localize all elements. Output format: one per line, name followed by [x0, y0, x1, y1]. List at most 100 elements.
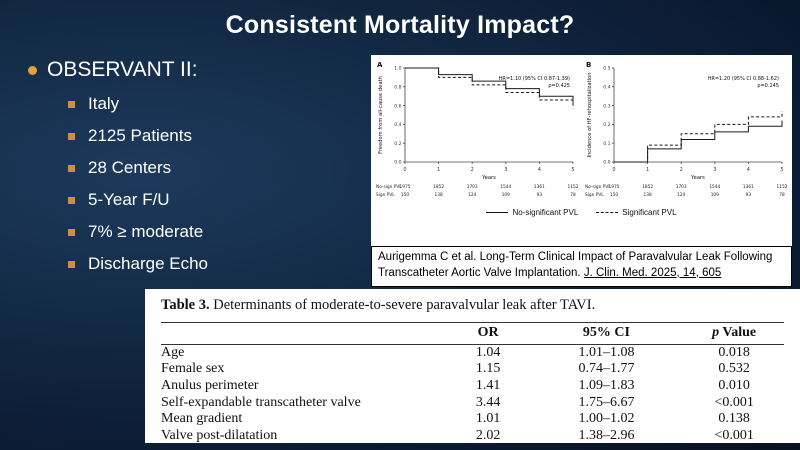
svg-text:109: 109	[502, 192, 510, 198]
table-cell: 1.75–6.67	[578, 394, 635, 410]
sub-bullet-label: Discharge Echo	[88, 254, 209, 273]
table-row: Self-expandable transcatheter valve 3.44 1…	[161, 395, 784, 412]
table-title-text: Determinants of moderate-to-severe parav…	[209, 297, 596, 313]
square-bullet-icon	[68, 132, 75, 140]
svg-text:Incidence of HF-rehospitalizat: Incidence of HF-rehospitalization	[587, 72, 593, 157]
solid-line-icon	[486, 212, 509, 213]
svg-text:1152: 1152	[568, 184, 579, 190]
svg-text:93: 93	[746, 192, 752, 198]
svg-text:Freedom from all-cause death: Freedom from all-cause death	[378, 76, 384, 154]
table-cell: Female sex	[161, 361, 225, 377]
citation: Aurigemma C et al. Long-Term Clinical Im…	[371, 246, 792, 287]
svg-text:1975: 1975	[609, 184, 620, 190]
sub-bullet-item: 2125 Patients	[68, 126, 358, 146]
table-cell: 2.02	[447, 428, 529, 443]
legend-item: Significant PVL	[596, 208, 677, 217]
table-row: Mean gradient 1.01 1.00–1.02 0.138	[161, 411, 784, 428]
table-cell: Anulus perimeter	[161, 378, 259, 394]
svg-text:0.5: 0.5	[603, 66, 610, 72]
svg-text:0.6: 0.6	[394, 103, 401, 109]
sub-bullet-label: 2125 Patients	[88, 126, 192, 145]
svg-text:138: 138	[643, 192, 651, 198]
svg-text:1.0: 1.0	[394, 66, 401, 72]
svg-text:2: 2	[471, 167, 474, 173]
svg-text:138: 138	[434, 192, 442, 198]
legend-label: Significant PVL	[622, 208, 677, 217]
table-title: Table 3. Determinants of moderate-to-sev…	[161, 297, 784, 314]
svg-text:0.4: 0.4	[394, 122, 401, 128]
svg-text:0.2: 0.2	[603, 122, 610, 128]
table-cell: 0.138	[718, 411, 750, 427]
svg-text:1703: 1703	[467, 184, 478, 190]
km-figure: A Freedom from all-cause death 0.0 0.2 0.4 0.…	[371, 55, 792, 246]
legend-item: No-significant PVL	[486, 208, 578, 217]
table-cell: 1.01	[475, 411, 501, 427]
svg-text:0.3: 0.3	[603, 103, 610, 109]
svg-text:B: B	[586, 61, 591, 69]
table-row: Anulus perimeter 1.41 1.09–1.83 0.010	[161, 378, 784, 395]
svg-text:HR=1.20 (95% CI 0.88-1.62): HR=1.20 (95% CI 0.88-1.62)	[708, 76, 779, 82]
svg-text:93: 93	[537, 192, 543, 198]
table-cell: 1.01–1.08	[578, 344, 635, 360]
svg-text:1361: 1361	[534, 184, 545, 190]
col-ci: 95% CI	[528, 322, 685, 345]
km-panels: A Freedom from all-cause death 0.0 0.2 0.4 0.…	[375, 58, 788, 206]
svg-text:1152: 1152	[777, 184, 788, 190]
square-bullet-icon	[68, 196, 75, 204]
svg-text:0.8: 0.8	[394, 85, 401, 91]
svg-text:0.0: 0.0	[394, 160, 401, 166]
svg-text:Years: Years	[690, 175, 705, 181]
svg-text:124: 124	[677, 192, 685, 198]
sub-bullet-item: 28 Centers	[68, 158, 358, 178]
table-cell: 3.44	[475, 394, 501, 410]
square-bullet-icon	[68, 100, 75, 108]
km-plot-B: B Incidence of HF-rehospitalization 0.0 0.1…	[585, 61, 788, 198]
col-empty	[161, 322, 448, 345]
svg-text:5: 5	[780, 167, 783, 173]
svg-text:0.1: 0.1	[603, 141, 610, 147]
svg-text:3: 3	[713, 167, 716, 173]
table-cell: 0.018	[718, 344, 750, 360]
svg-text:Sign PVL: Sign PVL	[585, 192, 604, 198]
svg-text:0: 0	[612, 167, 615, 173]
sub-bullet-list: Italy 2125 Patients 28 Centers 5-Year F/U 7%…	[68, 94, 358, 274]
bullet-list: OBSERVANT II: Italy 2125 Patients 28 Cente…	[28, 58, 358, 286]
table3-panel: Table 3. Determinants of moderate-to-sev…	[145, 289, 800, 443]
citation-text: Aurigemma C et al. Long-Term Clinical Im…	[378, 251, 773, 279]
table-cell: 1.15	[475, 361, 501, 377]
svg-text:4: 4	[538, 167, 541, 173]
sub-bullet-item: 7% ≥ moderate	[68, 222, 358, 242]
svg-text:1852: 1852	[642, 184, 653, 190]
page-title: Consistent Mortality Impact?	[225, 11, 575, 39]
table-row: Age 1.04 1.01–1.08 0.018	[161, 344, 784, 361]
square-bullet-icon	[68, 228, 75, 236]
table-cell: <0.001	[684, 428, 784, 443]
svg-text:Sign PVL: Sign PVL	[376, 192, 395, 198]
square-bullet-icon	[68, 164, 75, 172]
citation-journal: J. Clin. Med. 2025, 14, 605	[583, 266, 722, 279]
svg-text:1: 1	[437, 167, 440, 173]
svg-text:78: 78	[570, 192, 576, 198]
svg-text:1361: 1361	[743, 184, 754, 190]
main-bullet: OBSERVANT II:	[28, 58, 358, 82]
svg-text:No-sign PVL: No-sign PVL	[585, 184, 611, 190]
table-header-row: OR 95% CI p Value	[161, 322, 784, 345]
svg-text:2: 2	[680, 167, 683, 173]
sub-bullet-label: Italy	[88, 94, 120, 113]
svg-text:0.4: 0.4	[603, 85, 610, 91]
svg-text:1: 1	[646, 167, 649, 173]
table-cell: <0.001	[714, 394, 754, 410]
table-cell: 0.74–1.77	[578, 361, 635, 377]
svg-text:p=0.425: p=0.425	[548, 83, 570, 89]
svg-text:p=0.245: p=0.245	[757, 83, 779, 89]
table-cell: Mean gradient	[161, 411, 243, 427]
square-bullet-icon	[68, 260, 75, 268]
svg-text:0.0: 0.0	[603, 160, 610, 166]
legend-label: No-significant PVL	[512, 208, 579, 217]
svg-text:3: 3	[504, 167, 507, 173]
table-cell: 1.41	[475, 378, 501, 394]
table-row: Female sex 1.15 0.74–1.77 0.532	[161, 361, 784, 378]
main-bullet-label: OBSERVANT II:	[47, 58, 198, 81]
svg-text:1852: 1852	[433, 184, 444, 190]
svg-text:109: 109	[711, 192, 719, 198]
